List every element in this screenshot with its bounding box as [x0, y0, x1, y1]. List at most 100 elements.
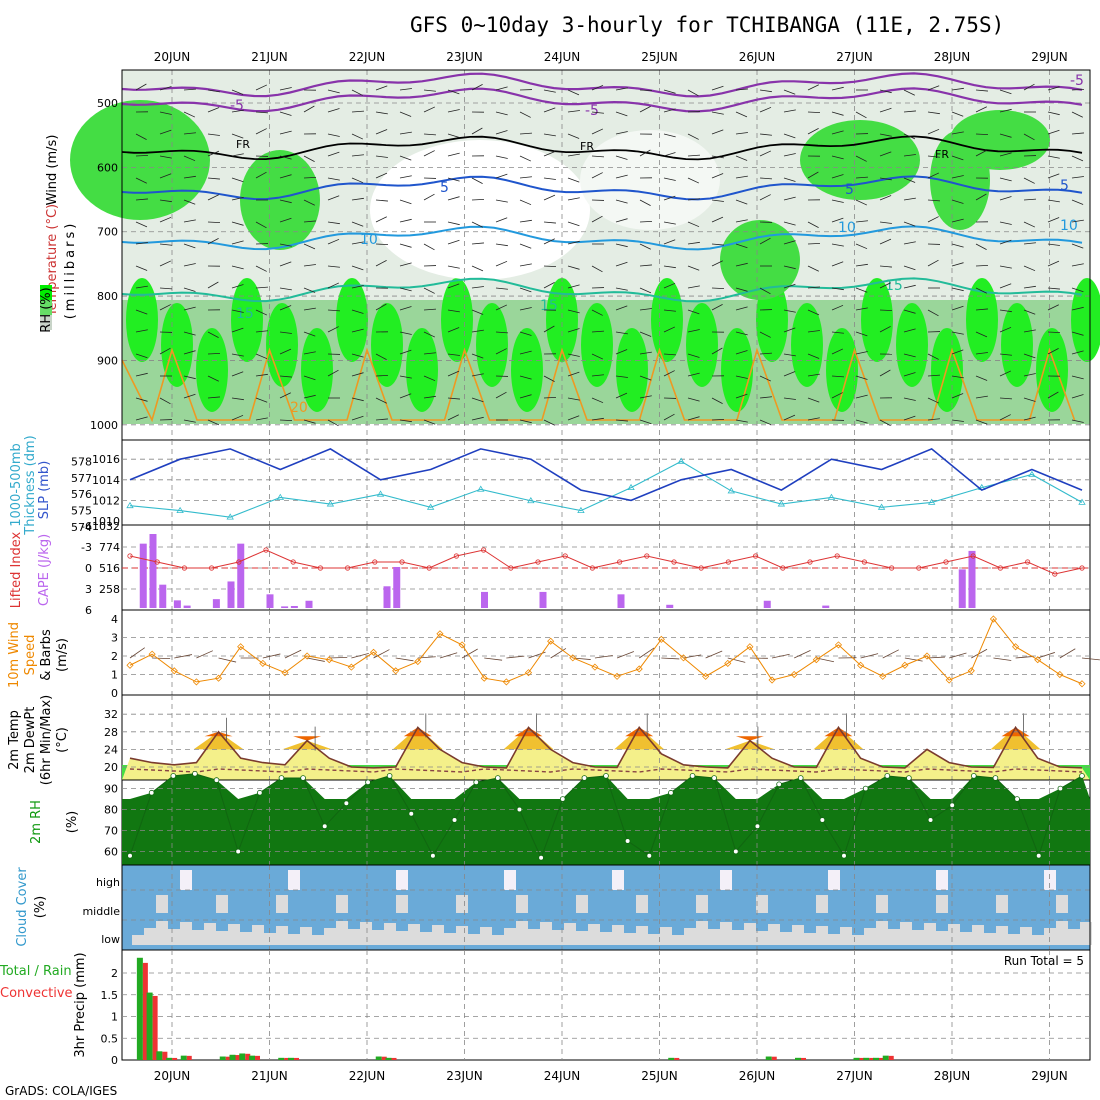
- low-cloud-block: [408, 924, 420, 945]
- rh-blob: [441, 278, 473, 362]
- wind-point: [347, 663, 355, 671]
- low-cloud-block: [1044, 928, 1056, 945]
- wind-barb: [519, 287, 532, 293]
- wind-barb: [855, 287, 868, 293]
- wind-barb: [327, 238, 340, 245]
- mid-cloud-block: [816, 895, 828, 913]
- low-cloud-block: [720, 922, 732, 945]
- rh-point: [819, 817, 826, 823]
- wind-barb: [375, 243, 389, 246]
- wind-barb: [831, 331, 844, 334]
- rh-blob: [721, 328, 753, 412]
- wind-barb: [1023, 198, 1036, 201]
- thickness-point: [627, 483, 635, 491]
- wind-barb: [255, 309, 268, 316]
- wind-barb: [303, 176, 317, 179]
- rh-tick: 90: [104, 783, 118, 796]
- wind-barb: [615, 392, 628, 399]
- wind-barb: [783, 153, 796, 157]
- wind-label-3: & Barbs: [39, 629, 54, 681]
- precip-tick: 2: [111, 967, 118, 980]
- rh-point: [235, 848, 241, 855]
- wind-barb: [615, 174, 628, 179]
- wind-barb: [351, 221, 364, 227]
- wind-point: [679, 654, 688, 662]
- contour-label: 20: [290, 400, 308, 416]
- mid-cloud-block: [276, 895, 288, 913]
- wind-barb: [999, 283, 1012, 289]
- wind-barb: [735, 155, 748, 161]
- wind-barb: [879, 419, 891, 426]
- wind-speed-points: [126, 615, 1086, 688]
- wind-barb: [327, 419, 339, 427]
- rh-point: [776, 781, 782, 788]
- wind-barb: [231, 327, 244, 333]
- low-cloud-block: [612, 925, 624, 945]
- wind-barb: [351, 415, 364, 421]
- wind-barb: [951, 199, 964, 204]
- wind-barb: [1071, 176, 1084, 179]
- precip-total-bar: [375, 1056, 382, 1060]
- low-cloud-block: [312, 935, 324, 945]
- millibars-label: (millibars): [63, 221, 78, 320]
- li-point: [1025, 559, 1031, 565]
- cape-tick: 774: [99, 541, 120, 554]
- wind-barb: [783, 177, 796, 182]
- wind-barb: [135, 397, 148, 402]
- slp-tick: 1014: [92, 474, 120, 487]
- wind-barb: [519, 263, 532, 267]
- wind-barb: [831, 111, 844, 116]
- wind-barb: [183, 331, 196, 336]
- surface-barb: [218, 657, 237, 663]
- wind-barb: [879, 238, 892, 245]
- low-cloud-block: [564, 923, 576, 945]
- wind-barb: [375, 111, 388, 115]
- wind-barb: [447, 397, 460, 400]
- wind-barb: [1023, 373, 1036, 377]
- contour-label: 15: [885, 278, 903, 294]
- wind-barb: [591, 265, 603, 273]
- rh-point: [495, 775, 501, 781]
- wind-barb: [735, 111, 748, 118]
- wind-barb: [183, 375, 196, 380]
- wind-barb: [999, 397, 1012, 400]
- contour-label: -5: [1070, 73, 1084, 89]
- contour-line: [121, 225, 1083, 251]
- wind-barb: [327, 133, 340, 137]
- wind-barb: [495, 331, 508, 334]
- cape-bar: [266, 594, 274, 608]
- thickness-tick: 576: [71, 488, 92, 501]
- rh-point: [992, 775, 999, 781]
- low-cloud-block: [900, 922, 912, 945]
- wind-barb: [831, 304, 844, 311]
- wind-barb: [447, 221, 460, 226]
- wind-barb: [159, 111, 172, 115]
- low-cloud-block: [1008, 934, 1020, 945]
- wind-barb: [807, 373, 820, 377]
- wind-barb: [231, 177, 244, 183]
- wind-barb: [903, 353, 916, 358]
- cape-lifted-index-panel: -6 -3 0 3 6 1032 774 516 258 Lifted Index CAPE (…: [9, 520, 1091, 617]
- rh-point: [797, 775, 804, 781]
- wind-barb: [231, 353, 244, 357]
- wind-barb: [903, 89, 915, 96]
- low-cloud-block: [528, 929, 540, 945]
- rh-point: [668, 789, 674, 796]
- wind-barb: [903, 177, 916, 183]
- low-cloud-block: [624, 933, 636, 945]
- wind-barb: [591, 417, 604, 421]
- wind-barb: [1071, 219, 1084, 223]
- mid-cloud-block: [876, 895, 888, 913]
- wind-barb: [567, 415, 580, 421]
- wind-barb: [351, 309, 364, 314]
- wind-barb: [207, 396, 220, 399]
- low-cloud-block: [648, 934, 660, 945]
- low-cloud-block: [300, 927, 312, 945]
- wind-tick: 2: [111, 650, 118, 663]
- wind-barb: [759, 150, 772, 157]
- wind-point: [812, 656, 820, 664]
- low-cloud-block: [972, 925, 984, 945]
- thickness-tick: 578: [71, 455, 92, 468]
- wind-barb: [1023, 353, 1036, 359]
- rh-point: [733, 848, 739, 855]
